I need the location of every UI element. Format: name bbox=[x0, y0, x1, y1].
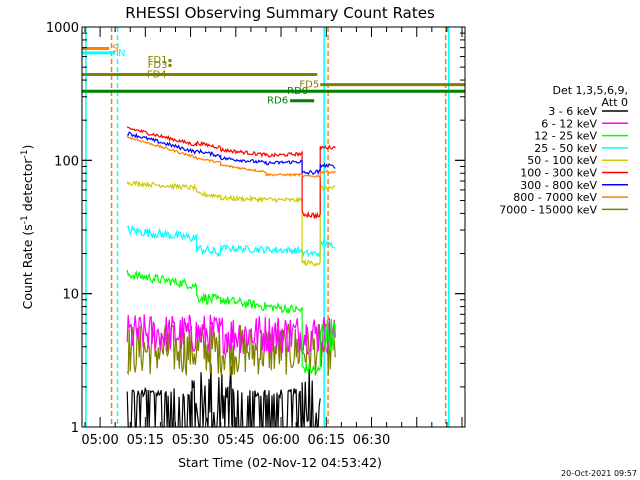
y-tick-label: 1000 bbox=[46, 21, 79, 36]
plot-frame bbox=[81, 26, 466, 428]
x-tick-label: 05:45 bbox=[217, 433, 254, 448]
flag-label: FD3 bbox=[148, 60, 168, 71]
series-line bbox=[126, 363, 321, 428]
x-tick-label: 06:30 bbox=[353, 433, 390, 448]
flag-label: RD6 bbox=[267, 96, 288, 107]
legend-entry-label: 50 - 100 keV bbox=[527, 154, 597, 167]
y-axis-label-part: detector bbox=[20, 158, 35, 216]
legend-header-line: Att 0 bbox=[602, 96, 628, 109]
legend-entry-label: 3 - 6 keV bbox=[548, 105, 597, 118]
series-line bbox=[126, 131, 336, 176]
y-tick-label: 100 bbox=[54, 154, 79, 169]
flag-label: RD0 bbox=[287, 86, 308, 97]
legend-entry-label: 7000 - 15000 keV bbox=[499, 203, 597, 216]
x-tick-label: 06:00 bbox=[262, 433, 299, 448]
y-axis-label-part: ) bbox=[20, 145, 35, 150]
legend-entry-label: 25 - 50 keV bbox=[534, 142, 597, 155]
y-axis: 1000 100 10 1 bbox=[46, 21, 465, 436]
chart-title: RHESSI Observing Summary Count Rates bbox=[125, 4, 435, 22]
flag-label: S bbox=[112, 43, 118, 54]
legend-header-line: Det 1,3,5,6,9, bbox=[552, 84, 628, 97]
y-axis-label-part: Count Rate (s bbox=[20, 224, 35, 309]
x-axis-label: Start Time (02-Nov-12 04:53:42) bbox=[178, 455, 382, 470]
flag-label: N bbox=[118, 48, 125, 59]
x-axis: 05:00 05:15 05:30 05:45 06:00 06:15 06:30 bbox=[81, 27, 463, 448]
series-line bbox=[126, 269, 336, 375]
flag-marker bbox=[168, 59, 172, 63]
x-tick-label: 05:15 bbox=[127, 433, 164, 448]
series-line bbox=[126, 135, 336, 179]
series-line bbox=[126, 126, 336, 220]
flag-label: FD4 bbox=[147, 70, 167, 81]
flag-label: FD5 bbox=[299, 80, 319, 91]
flag-marker bbox=[168, 63, 172, 67]
legend-entry-label: 300 - 800 keV bbox=[520, 179, 597, 192]
series-line bbox=[126, 314, 336, 356]
x-tick-label: 05:30 bbox=[172, 433, 209, 448]
footer-timestamp: 20-Oct-2021 09:57 bbox=[561, 469, 637, 478]
y-axis-label-superscript: -1 bbox=[20, 150, 30, 159]
x-tick-label: 05:00 bbox=[81, 433, 118, 448]
flag-label: FD1 bbox=[148, 55, 168, 66]
y-tick-label: 10 bbox=[62, 288, 79, 303]
y-tick-label: 1 bbox=[71, 421, 79, 436]
legend-entry-label: 12 - 25 keV bbox=[534, 130, 597, 143]
y-axis-label-superscript: -1 bbox=[20, 215, 30, 224]
legend-entry-label: 6 - 12 keV bbox=[541, 117, 597, 130]
x-tick-label: 06:15 bbox=[308, 433, 345, 448]
legend-entry-label: 800 - 7000 keV bbox=[513, 191, 597, 204]
y-axis-label: Count Rate (s-1 detector-1) bbox=[20, 145, 35, 310]
legend-entry-label: 100 - 300 keV bbox=[520, 167, 597, 180]
